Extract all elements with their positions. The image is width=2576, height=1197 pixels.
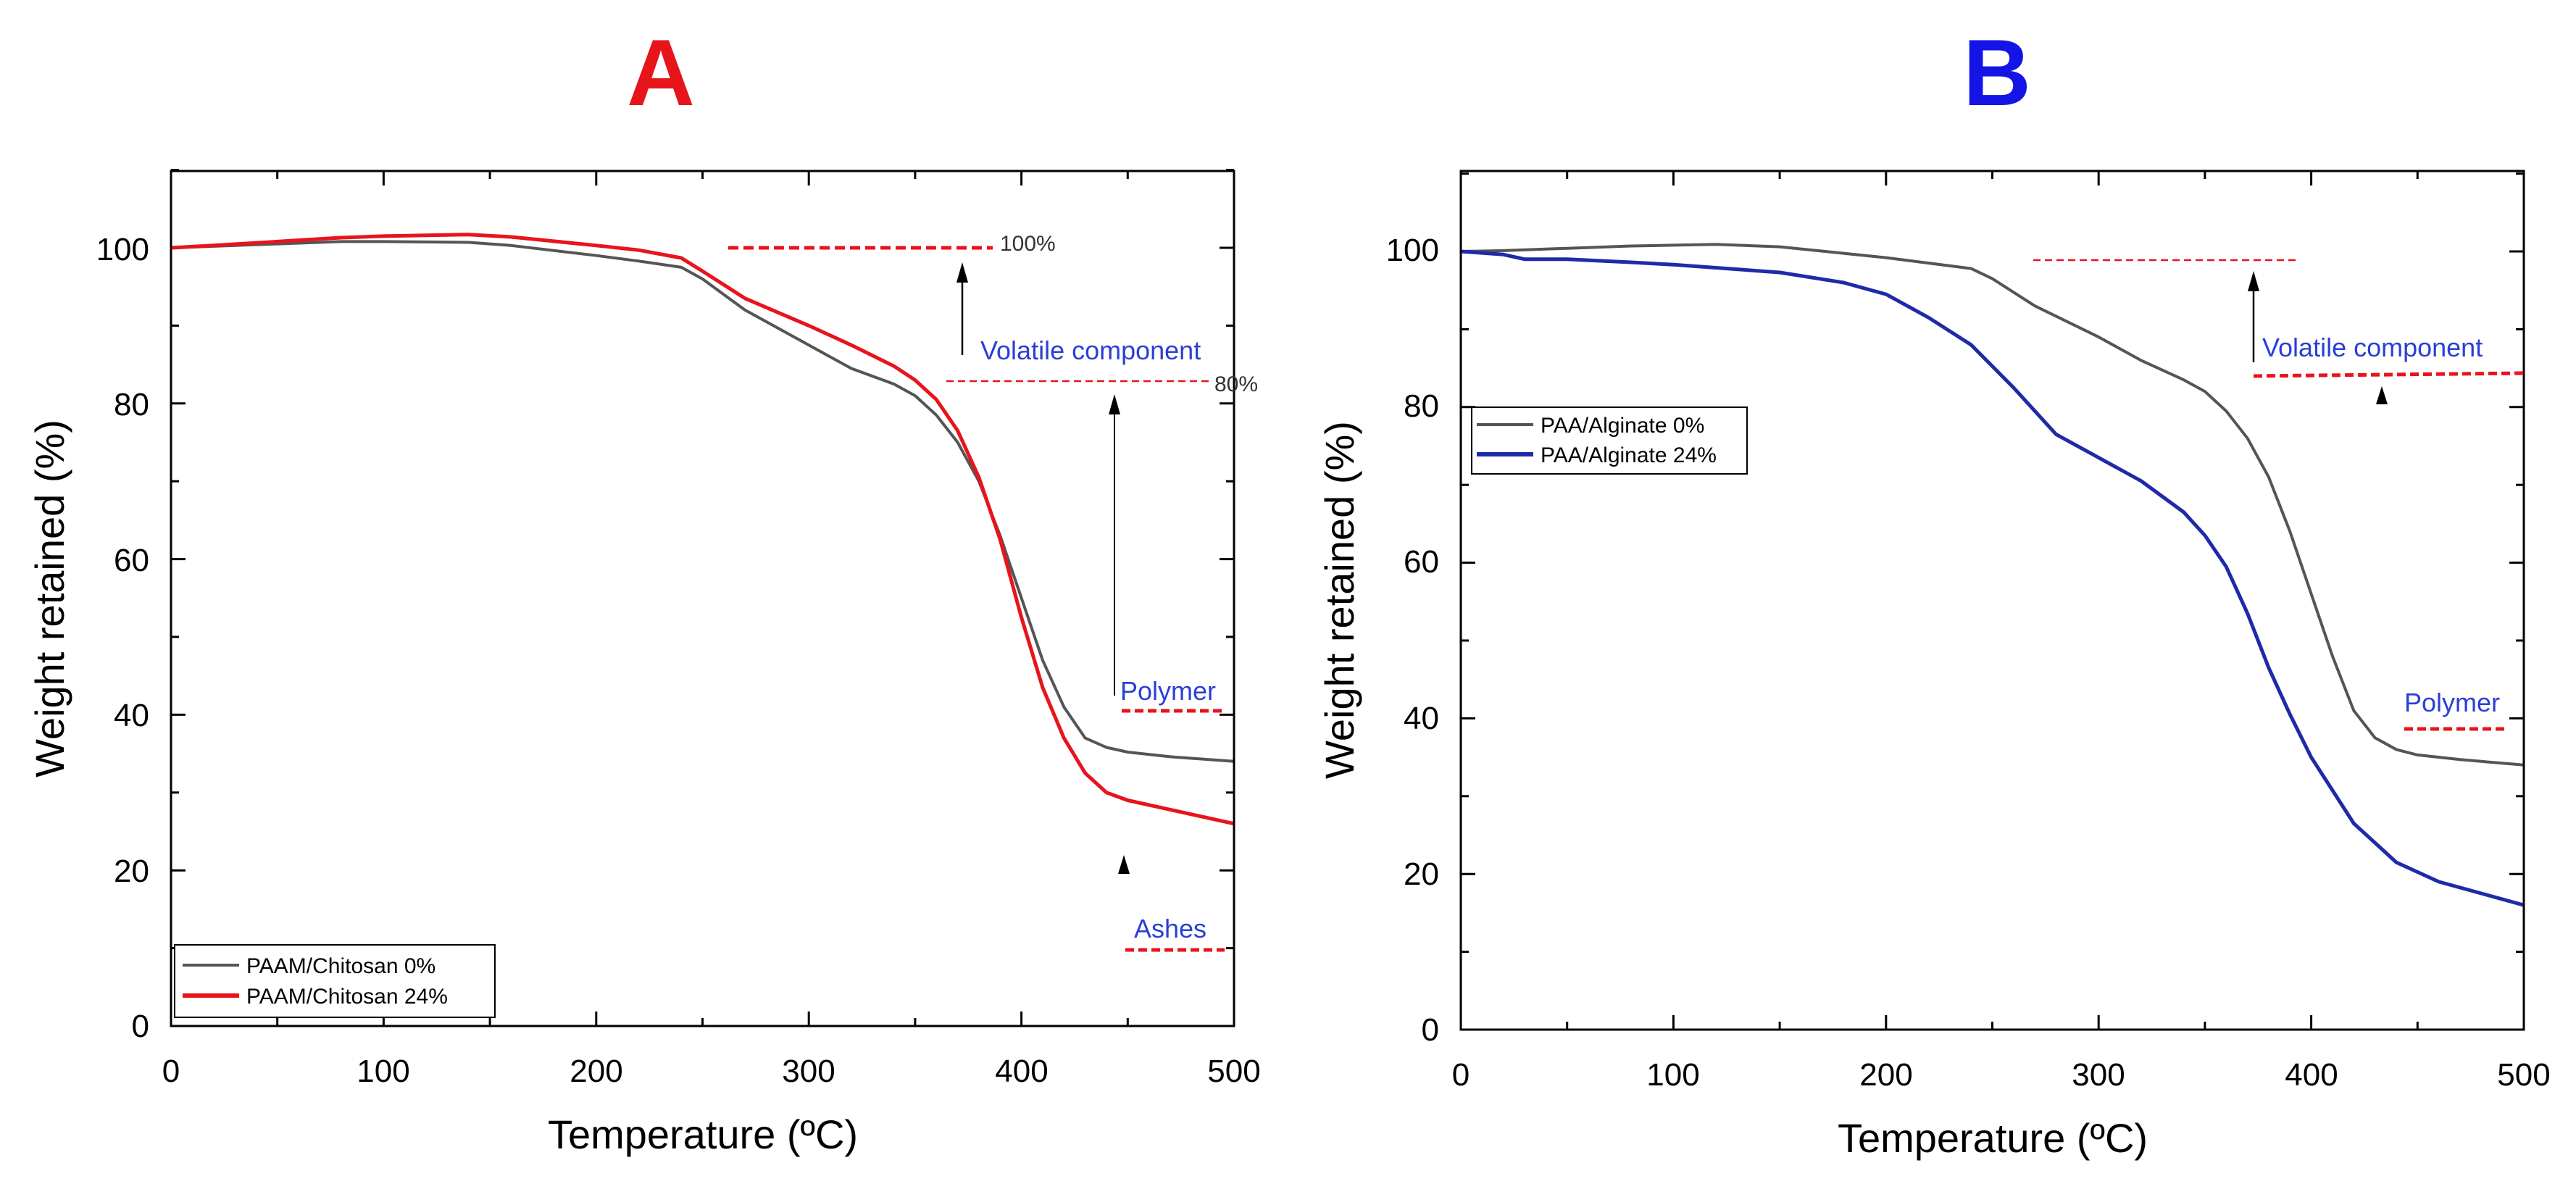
panel-a-legend-box	[174, 944, 496, 1018]
panel-b-xtick: 100	[1646, 1057, 1699, 1093]
panel-a-series	[170, 233, 1235, 826]
panel-a-letter: A	[627, 20, 695, 125]
panel-b-ytick: 80	[1404, 388, 1439, 424]
panel-b-arrow-head-volatile	[2248, 271, 2259, 291]
panel-b-80-dashed-line	[2253, 371, 2525, 378]
panel-b-polymer-label: Polymer	[2404, 688, 2500, 717]
panel-b-xtick: 200	[1859, 1057, 1912, 1093]
panel-b-series-line-0	[1460, 243, 2525, 767]
panel-a-ticks	[170, 169, 1235, 1027]
panel-b-series-line-1	[1460, 249, 2525, 907]
panel-a-xtick: 400	[995, 1054, 1048, 1089]
panel-a-volatile-label: Volatile component	[980, 335, 1201, 365]
panel-b-xlabel: Temperature (ºC)	[1838, 1115, 2148, 1161]
panel-b-volatile-label: Volatile component	[2262, 333, 2483, 362]
panel-b: 0 100 200 300 400 500 0 20 40 60 80 100 …	[1317, 170, 2551, 1161]
panel-a-ytick: 20	[114, 854, 149, 889]
panel-b-ytick: 60	[1404, 544, 1439, 580]
panel-a-xtick: 100	[357, 1054, 409, 1089]
panel-a-80-label: 80%	[1214, 372, 1258, 396]
panel-b-xtick: 300	[2072, 1057, 2125, 1093]
panel-b-ytick: 100	[1386, 233, 1439, 268]
panel-b-ytick: 20	[1404, 856, 1439, 892]
panel-a-ytick: 100	[96, 232, 149, 267]
panel-a-xlabel: Temperature (ºC)	[548, 1112, 858, 1157]
panel-b-ytick: 0	[1422, 1012, 1439, 1048]
panel-a-100-label: 100%	[1000, 232, 1056, 256]
panel-a-ytick: 60	[114, 543, 149, 578]
panel-b-series	[1460, 243, 2525, 907]
panel-a-xtick: 0	[162, 1054, 180, 1089]
panel-b-xtick: 500	[2497, 1057, 2550, 1093]
panel-a-arrow-head-ashes	[1118, 855, 1130, 874]
panel-b-ytick: 40	[1404, 701, 1439, 736]
panel-a-ytick: 40	[114, 698, 149, 733]
panel-b-ylabel: Weight retained (%)	[1317, 421, 1362, 779]
panel-a-legend-label-0: PAAM/Chitosan 0%	[246, 954, 435, 978]
panel-a-ytick: 0	[132, 1009, 149, 1044]
panel-a-xtick: 500	[1207, 1054, 1260, 1089]
panel-a-arrow-head-polymer	[1109, 394, 1120, 414]
panel-a-series-line-1	[170, 233, 1235, 826]
panel-b-arrow-head-polymer	[2376, 386, 2388, 404]
panel-b-xtick: 400	[2285, 1057, 2338, 1093]
panel-b-ticks	[1459, 171, 2525, 1031]
panel-a-ashes-label: Ashes	[1134, 914, 1206, 943]
panel-b-letter: B	[1963, 20, 2031, 125]
panel-a-polymer-label: Polymer	[1120, 676, 1216, 706]
panel-a-xtick: 200	[570, 1054, 622, 1089]
panel-a-legend: PAAM/Chitosan 0% PAAM/Chitosan 24%	[174, 944, 496, 1018]
panel-b-frame	[1459, 170, 2525, 1031]
panel-b-xtick: 0	[1452, 1057, 1470, 1093]
panel-a-xtick: 300	[782, 1054, 835, 1089]
panel-b-legend-label-1: PAA/Alginate 24%	[1541, 443, 1717, 467]
panel-b-legend-box	[1471, 406, 1748, 475]
panel-a-ytick: 80	[114, 387, 149, 422]
panel-a-frame	[170, 170, 1235, 1027]
panel-a-ylabel: Weight retained (%)	[27, 420, 72, 777]
panel-a-arrow-head-volatile	[956, 262, 968, 283]
panel-a: 0 100 200 300 400 500 0 20 40 60 80 100 …	[27, 169, 1261, 1157]
panel-b-legend: PAA/Alginate 0% PAA/Alginate 24%	[1471, 406, 1748, 475]
panel-b-legend-label-0: PAA/Alginate 0%	[1541, 414, 1704, 438]
panel-a-series-line-0	[170, 240, 1235, 763]
panel-a-legend-label-1: PAAM/Chitosan 24%	[246, 985, 448, 1009]
